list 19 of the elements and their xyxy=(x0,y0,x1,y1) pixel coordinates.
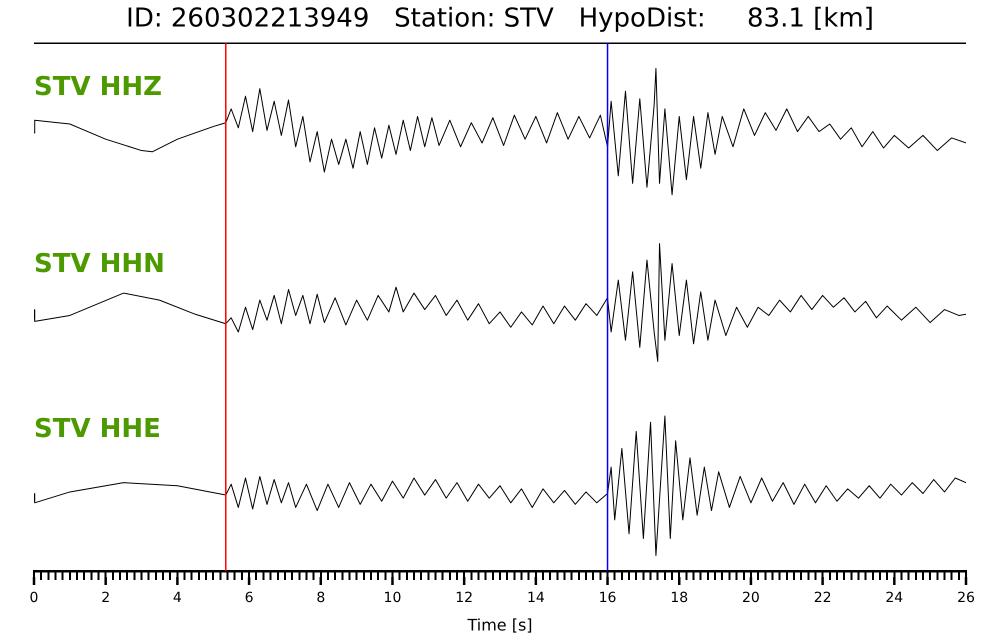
x-tick-label: 10 xyxy=(384,590,402,606)
x-tick-label: 12 xyxy=(455,590,474,606)
x-tick-label: 8 xyxy=(316,590,326,606)
x-tick-label: 4 xyxy=(172,590,182,606)
series-label: STV HHZ xyxy=(34,72,162,102)
series-label: STV HHE xyxy=(34,414,161,444)
x-axis-title: Time [s] xyxy=(466,616,533,635)
chart-title: ID: 260302213949 Station: STV HypoDist: 83.1 [km] xyxy=(126,3,874,34)
x-tick-label: 24 xyxy=(885,590,904,606)
x-tick-label: 16 xyxy=(598,590,617,606)
x-tick-label: 26 xyxy=(957,590,975,606)
series-label: STV HHN xyxy=(34,248,165,279)
x-tick-label: 22 xyxy=(814,590,832,606)
x-tick-label: 6 xyxy=(244,590,254,606)
x-tick-label: 2 xyxy=(101,590,110,606)
x-tick-label: 14 xyxy=(526,590,545,606)
x-tick-label: 18 xyxy=(670,590,688,606)
x-tick-label: 0 xyxy=(30,590,38,606)
x-tick-label: 20 xyxy=(742,590,760,606)
